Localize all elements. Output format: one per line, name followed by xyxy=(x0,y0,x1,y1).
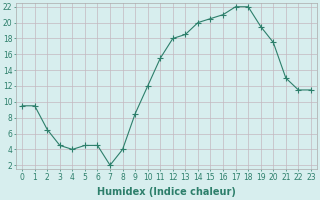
X-axis label: Humidex (Indice chaleur): Humidex (Indice chaleur) xyxy=(97,187,236,197)
